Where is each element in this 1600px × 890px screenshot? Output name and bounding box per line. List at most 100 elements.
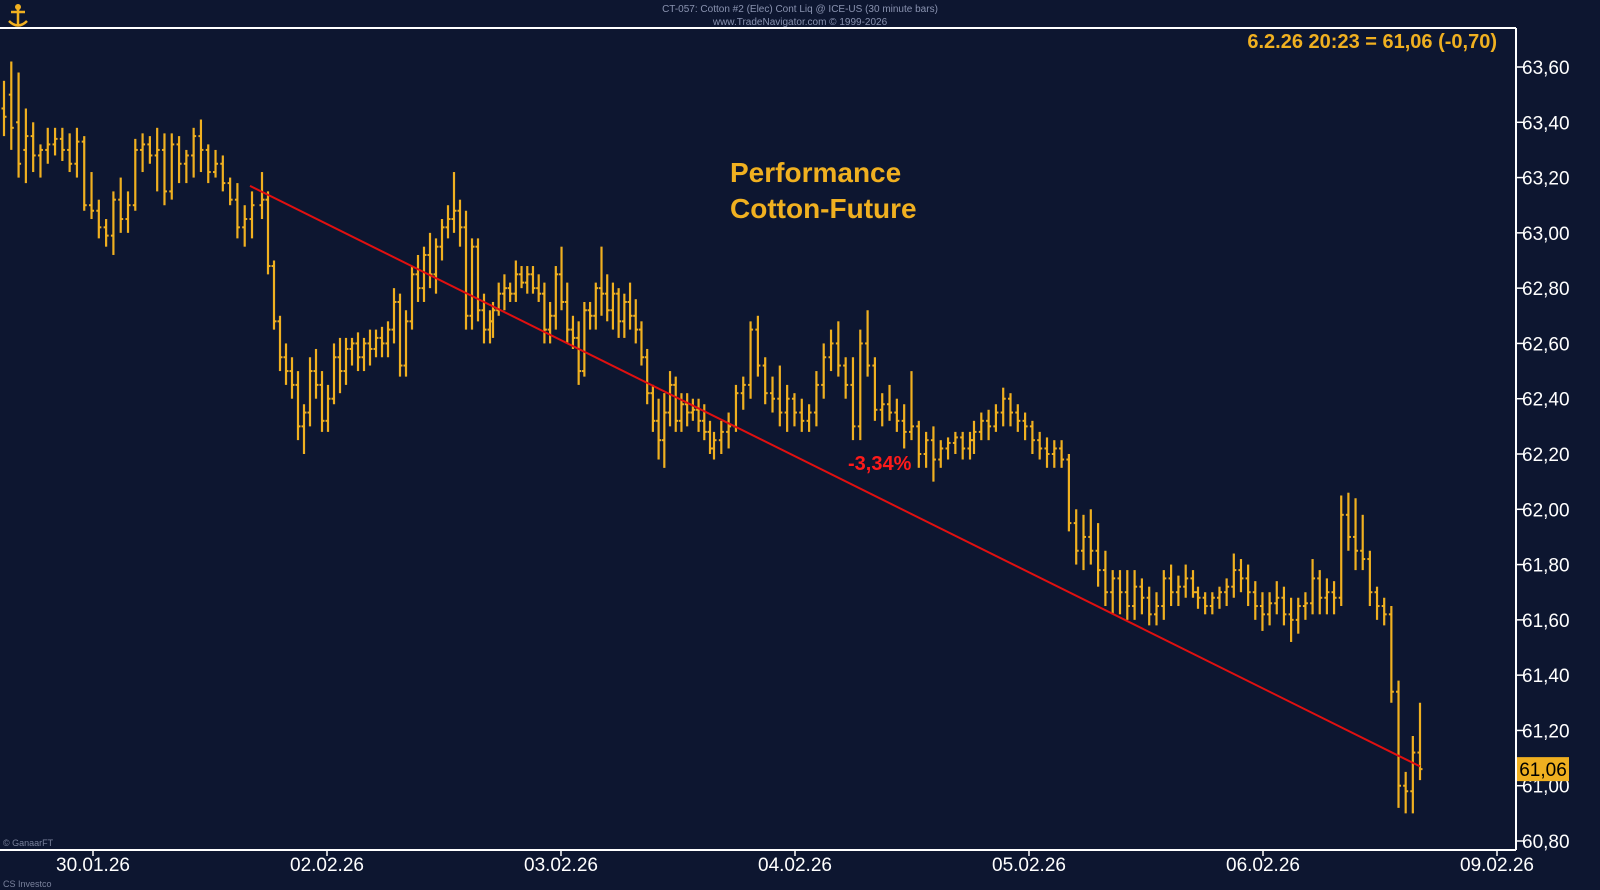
- ohlc-bar: [1, 80, 7, 137]
- ohlc-bar: [234, 183, 240, 239]
- ohlc-bar: [89, 172, 95, 220]
- ohlc-bar: [1008, 393, 1013, 427]
- ohlc-bar: [361, 337, 367, 372]
- ohlc-bar: [147, 136, 153, 164]
- ohlc-bar: [1088, 509, 1094, 565]
- ohlc-bar: [661, 393, 667, 468]
- y-tick-label: 62,20: [1522, 445, 1570, 466]
- ohlc-bar: [198, 119, 204, 173]
- ohlc-bar: [828, 329, 834, 372]
- ohlc-bar: [740, 376, 746, 410]
- ohlc-bar: [301, 404, 307, 454]
- y-tick-label: 62,80: [1522, 279, 1570, 300]
- x-tick-label: 03.02.26: [524, 855, 598, 876]
- ohlc-bar: [835, 321, 841, 377]
- ohlc-bar: [559, 246, 565, 311]
- ohlc-bar: [490, 301, 496, 338]
- chart-header-line2: www.TradeNavigator.com © 1999-2026: [712, 17, 888, 28]
- x-axis-ticks: 30.01.26 02.02.26 03.02.26 04.02.26 05.02.26…: [56, 850, 1534, 876]
- ohlc-bar: [1367, 550, 1373, 607]
- ohlc-bar: [451, 172, 457, 233]
- ohlc-bar: [1190, 570, 1196, 598]
- ohlc-bar: [379, 326, 385, 358]
- ohlc-bar: [307, 357, 313, 427]
- y-tick-label: 62,40: [1522, 390, 1570, 411]
- y-tick-label: 61,20: [1522, 721, 1570, 742]
- ohlc-bar: [325, 384, 331, 432]
- ohlc-bar: [385, 321, 391, 358]
- x-tick-label: 09.02.26: [1460, 855, 1534, 876]
- ohlc-bar: [799, 398, 805, 432]
- ohlc-bar: [1324, 578, 1330, 615]
- ohlc-bar: [176, 136, 182, 184]
- x-tick-label: 05.02.26: [992, 855, 1066, 876]
- ohlc-bar: [125, 191, 131, 233]
- ohlc-bar: [16, 72, 22, 178]
- ohlc-bar: [277, 315, 283, 372]
- ohlc-bar: [1403, 771, 1409, 814]
- ohlc-bar: [945, 437, 951, 460]
- last-price-info: 6.2.26 20:23 = 61,06 (-0,70): [1247, 31, 1497, 53]
- credit-bottom-left-2: CS Investco: [3, 879, 52, 889]
- ohlc-bar: [791, 393, 797, 427]
- ohlc-bar: [547, 301, 553, 344]
- ohlc-bar: [610, 282, 616, 330]
- ohlc-bar: [1281, 586, 1287, 626]
- y-tick-label: 63,60: [1522, 58, 1570, 79]
- x-tick-label: 04.02.26: [758, 855, 832, 876]
- ohlc-bar: [161, 133, 167, 206]
- ohlc-bar: [191, 127, 197, 178]
- ohlc-bar: [1202, 592, 1208, 615]
- ohlc-bar: [519, 266, 525, 289]
- ohlc-bar: [45, 127, 51, 164]
- ohlc-bar: [1117, 570, 1123, 615]
- ohlc-bar: [52, 127, 58, 156]
- ohlc-bar: [507, 282, 513, 302]
- ohlc-bar: [696, 398, 702, 432]
- ohlc-bar: [1245, 564, 1251, 607]
- ohlc-bar: [1388, 606, 1394, 703]
- ohlc-bar: [337, 337, 343, 394]
- y-tick-label: 62,00: [1522, 500, 1570, 521]
- ohlc-bar: [1059, 440, 1065, 468]
- ohlc-bar: [397, 293, 403, 377]
- ohlc-bar: [74, 127, 80, 178]
- ohlc-bar: [748, 321, 754, 399]
- annotation-title-line2: Cotton-Future: [730, 193, 917, 224]
- ohlc-bar: [1353, 498, 1359, 571]
- ohlc-bar: [923, 431, 929, 468]
- ohlc-bar: [439, 219, 445, 261]
- ohlc-bar: [784, 384, 790, 432]
- ohlc-bar: [1154, 592, 1159, 626]
- ohlc-bar: [373, 329, 379, 358]
- chart-header-line1: CT-057: Cotton #2 (Elec) Cont Liq @ ICE-…: [662, 4, 938, 15]
- ohlc-bar: [536, 274, 542, 302]
- ohlc-bar: [673, 376, 679, 432]
- ohlc-bar: [684, 393, 690, 427]
- ohlc-bar: [711, 431, 717, 460]
- ohlc-bar: [524, 266, 530, 294]
- ohlc-bar: [1146, 586, 1152, 626]
- ohlc-bar: [587, 301, 593, 330]
- ohlc-bar: [650, 384, 656, 432]
- ohlc-bar: [110, 191, 116, 255]
- ohlc-bar: [865, 310, 871, 377]
- annotation-change-label: -3,34%: [848, 453, 912, 475]
- ohlc-bar: [103, 219, 109, 247]
- last-price-badge-label: 61,06: [1519, 760, 1567, 781]
- ohlc-bar: [564, 282, 570, 344]
- ohlc-bar: [770, 376, 776, 413]
- last-price-badge: [1517, 757, 1569, 782]
- ohlc-bar: [581, 301, 587, 377]
- ohlc-bar: [445, 205, 451, 239]
- ohlc-bar: [8, 61, 14, 150]
- ohlc-bar: [140, 133, 146, 173]
- ohlc-bar: [1417, 702, 1423, 781]
- ohlc-bar: [271, 260, 277, 330]
- ohlc-bar: [331, 343, 337, 405]
- ohlc-bar: [1374, 586, 1380, 620]
- ohlc-bar: [1274, 581, 1280, 615]
- ohlc-bar: [1338, 495, 1344, 607]
- ohlc-bar: [1224, 578, 1230, 607]
